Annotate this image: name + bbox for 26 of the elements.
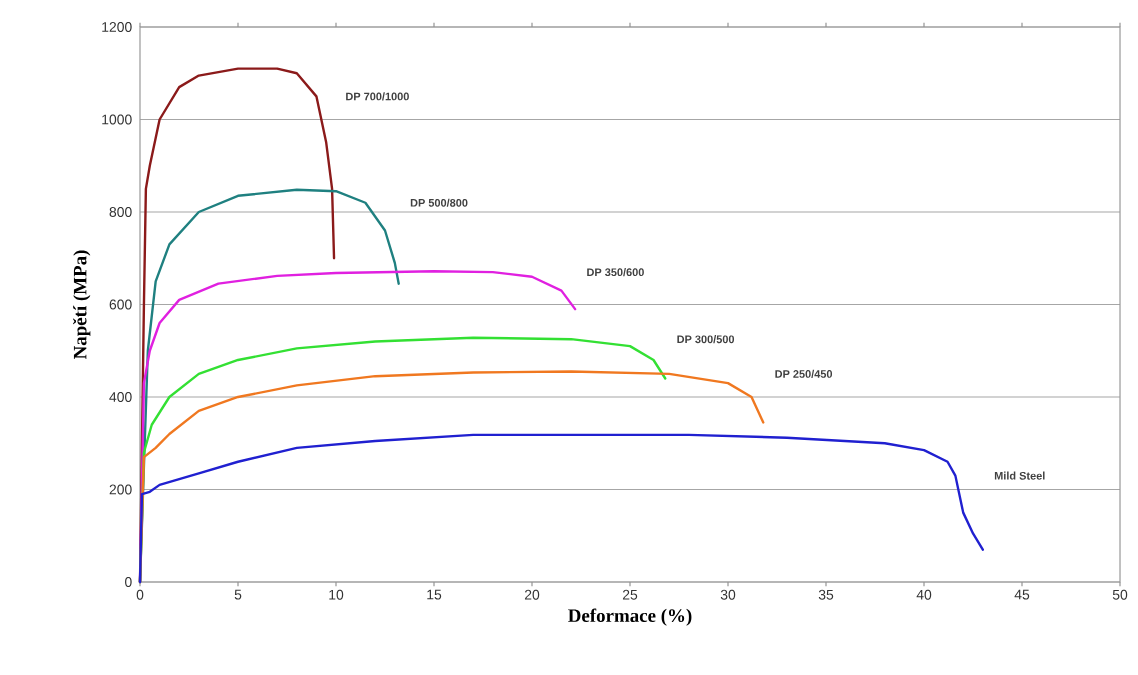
text: DP 350/600	[587, 268, 644, 277]
x-tick-label: 25	[622, 589, 638, 600]
x-tick-label: 30	[720, 589, 736, 600]
y-axis-title: Napětí (MPa)	[72, 250, 91, 360]
x-tick-label: 40	[916, 589, 932, 600]
x-tick-label: 10	[329, 589, 344, 600]
y-tick-label: 400	[109, 392, 132, 402]
x-tick-label: 15	[427, 589, 442, 600]
text: DP 500/800	[410, 198, 468, 207]
x-tick-label: 20	[524, 589, 540, 600]
y-tick-label: 600	[109, 299, 132, 310]
text: DP 700/1000	[346, 92, 409, 101]
y-tick-label: 1200	[102, 22, 132, 32]
x-axis-title: Deformace (%)	[568, 608, 692, 626]
x-tick-label: 35	[818, 589, 834, 600]
x-tick-label: 0	[136, 589, 144, 600]
text: Mild Steel	[994, 471, 1045, 480]
x-tick-label: 45	[1014, 589, 1030, 600]
x-tick-label: 50	[1112, 589, 1128, 600]
y-tick-label: 1000	[102, 114, 132, 125]
y-tick-label: 800	[109, 207, 132, 217]
text: DP 300/500	[677, 335, 735, 344]
text: DP 250/450	[775, 369, 833, 378]
x-tick-label: 5	[234, 589, 242, 600]
y-tick-label: 200	[109, 484, 132, 495]
y-tick-label: 0	[125, 577, 132, 587]
